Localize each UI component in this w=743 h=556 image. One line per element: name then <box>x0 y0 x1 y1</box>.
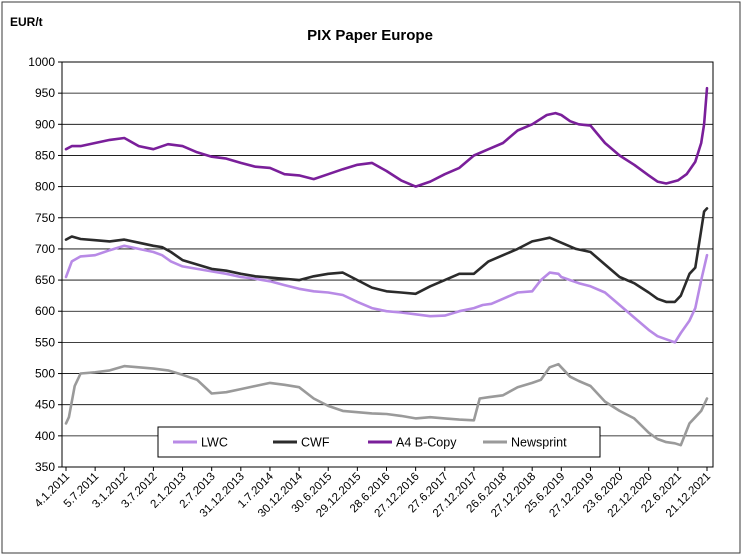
chart-title: PIX Paper Europe <box>307 27 433 44</box>
y-axis-label: EUR/t <box>10 15 43 29</box>
y-tick-label: 400 <box>35 429 55 443</box>
y-tick-label: 1000 <box>28 55 55 69</box>
plot-area <box>61 61 714 468</box>
y-tick-label: 750 <box>35 211 55 225</box>
y-tick-label: 600 <box>35 304 55 318</box>
y-tick-label: 500 <box>35 367 55 381</box>
y-tick-label: 650 <box>35 273 55 287</box>
legend: LWC CWF A4 B-Copy Newsprint <box>157 426 601 458</box>
series-lines <box>64 86 709 447</box>
y-tick-labels: 350 400 450 500 550 600 650 700 750 800 850 900 950 1… <box>28 55 62 474</box>
y-tick-label: 950 <box>35 86 55 100</box>
series-line-lwc <box>64 244 709 344</box>
legend-label: Newsprint <box>511 436 567 450</box>
series-line-cwf <box>64 207 709 304</box>
y-tick-label: 550 <box>35 335 55 349</box>
y-tick-label: 800 <box>35 180 55 194</box>
legend-label: CWF <box>301 436 330 450</box>
legend-label: LWC <box>201 436 228 450</box>
y-tick-label: 900 <box>35 117 55 131</box>
y-tick-label: 350 <box>35 460 55 474</box>
y-tick-label: 850 <box>35 148 55 162</box>
series-line-newsprint <box>64 362 709 447</box>
y-tick-label: 700 <box>35 242 55 256</box>
y-tick-label: 450 <box>35 398 55 412</box>
series-line-a4-b-copy <box>64 86 709 188</box>
legend-label: A4 B-Copy <box>396 436 457 450</box>
